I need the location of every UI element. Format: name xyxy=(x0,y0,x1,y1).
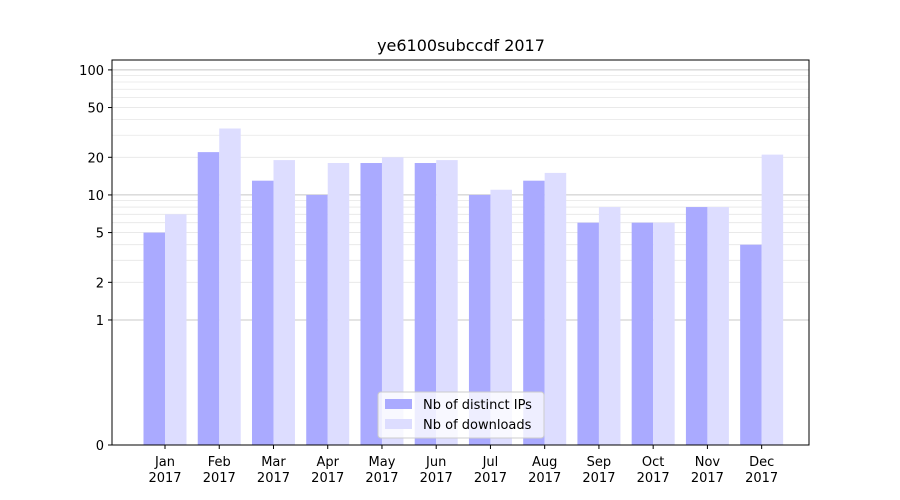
bar-distinct-ips xyxy=(143,232,165,445)
bar-distinct-ips xyxy=(251,180,274,445)
bar-distinct-ips xyxy=(414,163,437,445)
plot-frame xyxy=(111,59,810,446)
bar-downloads xyxy=(653,222,675,445)
bar-distinct-ips xyxy=(740,244,762,445)
y-tick-label: 0 xyxy=(96,439,104,454)
legend-swatch xyxy=(385,399,412,409)
legend-label: Nb of distinct IPs xyxy=(423,398,532,413)
y-tick-label: 100 xyxy=(79,64,104,79)
x-tick-label-month: Feb xyxy=(208,455,231,470)
bar-downloads xyxy=(544,172,567,445)
bar-distinct-ips xyxy=(523,180,545,445)
x-tick-label-year: 2017 xyxy=(148,471,181,486)
bar-downloads xyxy=(219,128,241,445)
bar-downloads xyxy=(598,207,621,445)
x-axis: Jan2017Feb2017Mar2017Apr2017May2017Jun20… xyxy=(148,445,778,486)
bar-distinct-ips xyxy=(577,222,599,445)
bar-downloads xyxy=(707,207,729,445)
bar-distinct-ips xyxy=(360,163,382,445)
x-tick-label-year: 2017 xyxy=(582,471,615,486)
x-tick-label-month: Jan xyxy=(154,455,175,470)
x-tick-label-month: Nov xyxy=(695,455,721,470)
y-tick-label: 5 xyxy=(96,227,104,242)
bar-downloads xyxy=(490,189,512,445)
x-tick-label-month: Mar xyxy=(261,455,286,470)
x-tick-label-month: Jun xyxy=(425,455,446,470)
bar-downloads xyxy=(273,160,295,445)
legend-box xyxy=(377,391,545,439)
x-tick-label-year: 2017 xyxy=(420,471,453,486)
bar-distinct-ips xyxy=(631,222,654,445)
y-tick-label: 10 xyxy=(87,189,104,204)
y-axis: 0 1 2 5 10 20 50 100 xyxy=(79,64,112,454)
bar-downloads xyxy=(381,157,404,445)
bar-distinct-ips xyxy=(468,194,491,445)
bars xyxy=(143,128,784,446)
x-tick-label-month: Aug xyxy=(532,455,557,470)
bar-downloads xyxy=(165,214,187,445)
x-tick-label-month: Oct xyxy=(642,455,664,470)
x-tick-label-year: 2017 xyxy=(528,471,561,486)
x-tick-label-year: 2017 xyxy=(203,471,236,486)
x-tick-label-month: May xyxy=(369,455,396,470)
x-tick-label-year: 2017 xyxy=(637,471,670,486)
bar-downloads xyxy=(761,154,784,446)
y-tick-label: 1 xyxy=(96,314,104,329)
legend-label: Nb of downloads xyxy=(423,418,532,433)
x-tick-label-month: Jul xyxy=(482,455,499,470)
y-tick-label: 50 xyxy=(87,102,104,117)
legend-swatch xyxy=(385,419,412,429)
x-tick-label-year: 2017 xyxy=(365,471,398,486)
x-tick-label-year: 2017 xyxy=(691,471,724,486)
chart-title: ye6100subccdf 2017 xyxy=(377,36,545,55)
y-tick-label: 20 xyxy=(87,151,104,166)
x-tick-label-month: Dec xyxy=(749,455,774,470)
x-tick-label-year: 2017 xyxy=(257,471,290,486)
x-tick-label-month: Sep xyxy=(587,455,612,470)
bar-distinct-ips xyxy=(306,194,328,445)
legend: Nb of distinct IPs Nb of downloads xyxy=(377,391,545,439)
y-tick-label: 2 xyxy=(96,276,104,291)
x-tick-label-year: 2017 xyxy=(311,471,344,486)
x-tick-label-month: Apr xyxy=(316,455,339,470)
bar-downloads xyxy=(436,160,458,445)
bar-distinct-ips xyxy=(197,152,220,445)
x-tick-label-year: 2017 xyxy=(745,471,778,486)
bar-distinct-ips xyxy=(685,207,708,445)
x-tick-label-year: 2017 xyxy=(474,471,507,486)
bar-downloads xyxy=(327,163,350,445)
